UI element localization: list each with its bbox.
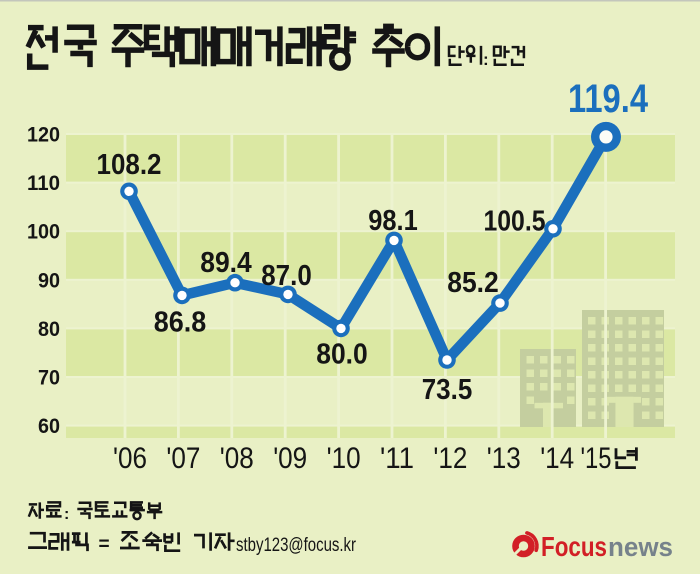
svg-text:85.2: 85.2	[447, 267, 499, 299]
svg-text:Focus: Focus	[541, 531, 607, 562]
svg-text:=: =	[99, 534, 110, 555]
svg-text:110: 110	[27, 171, 60, 195]
svg-text:89.4: 89.4	[200, 247, 252, 279]
svg-text:'11: '11	[380, 442, 414, 475]
svg-text:119.4: 119.4	[568, 77, 649, 121]
svg-text:98.1: 98.1	[368, 205, 418, 237]
svg-text:'09: '09	[273, 442, 307, 475]
svg-text:'07: '07	[166, 442, 200, 475]
svg-text::: :	[483, 50, 489, 69]
svg-text:120: 120	[27, 123, 60, 147]
svg-text:90: 90	[38, 268, 60, 292]
svg-text:'15: '15	[581, 442, 612, 475]
svg-text:73.5: 73.5	[422, 374, 473, 406]
svg-text:'10: '10	[327, 442, 361, 475]
svg-text:60: 60	[38, 414, 60, 438]
svg-text:87.0: 87.0	[261, 260, 312, 292]
svg-text:100: 100	[27, 220, 60, 244]
svg-text:'14: '14	[540, 442, 574, 475]
svg-text:'12: '12	[433, 442, 467, 475]
svg-text:108.2: 108.2	[97, 149, 162, 181]
svg-text:stby123@focus.kr: stby123@focus.kr	[236, 535, 357, 556]
svg-text:100.5: 100.5	[484, 206, 546, 238]
svg-text::: :	[64, 506, 69, 523]
svg-text:'06: '06	[113, 442, 147, 475]
svg-text:'08: '08	[220, 442, 254, 475]
svg-text:70: 70	[38, 366, 60, 390]
svg-text:80.0: 80.0	[316, 339, 368, 371]
svg-text:80: 80	[38, 317, 60, 341]
svg-text:news: news	[608, 532, 673, 562]
svg-text:'13: '13	[487, 442, 521, 475]
svg-text:86.8: 86.8	[154, 307, 207, 339]
